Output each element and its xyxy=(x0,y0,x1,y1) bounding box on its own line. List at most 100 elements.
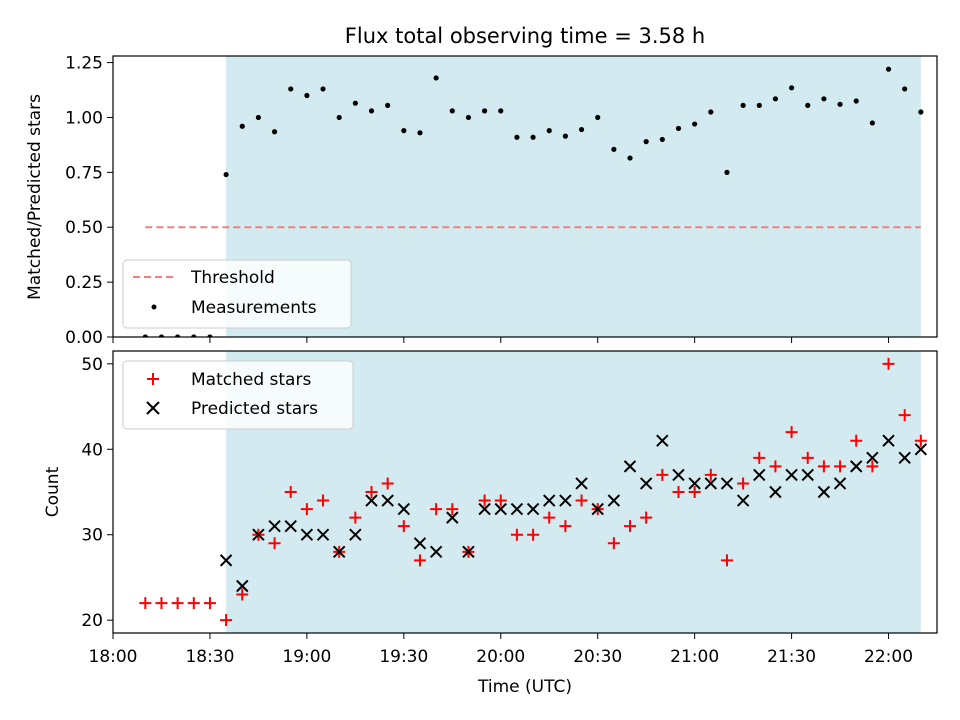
matched-star-point xyxy=(349,511,362,524)
legend-measurement-swatch xyxy=(151,304,157,310)
measurement-point xyxy=(207,334,213,337)
time-x-tick-label: 22:00 xyxy=(864,647,913,667)
predicted-star-point xyxy=(413,537,427,550)
ratio-x-ticks xyxy=(112,337,890,343)
measurement-point xyxy=(449,108,455,114)
measurement-point xyxy=(546,128,552,134)
measurement-point xyxy=(708,109,714,115)
predicted-star-point xyxy=(219,554,233,567)
matched-star-point xyxy=(494,494,507,507)
matched-star-point xyxy=(672,486,685,498)
predicted-star-point xyxy=(736,494,750,507)
predicted-star-point xyxy=(349,528,362,541)
matched-star-point xyxy=(914,434,927,447)
predicted-star-point xyxy=(607,494,621,507)
measurement-point xyxy=(562,133,568,139)
ratio-legend: Threshold Measurements xyxy=(122,259,352,329)
matched-star-point xyxy=(268,537,281,550)
matched-star-point xyxy=(527,528,540,541)
matched-star-point xyxy=(300,503,313,516)
measurement-point xyxy=(336,114,342,121)
matched-star-point xyxy=(785,426,798,439)
matched-star-point xyxy=(139,597,152,610)
measurement-point xyxy=(611,146,617,152)
ratio-plot-frame xyxy=(112,55,938,338)
measurement-point xyxy=(918,109,924,115)
predicted-star-point xyxy=(300,528,314,541)
matched-star-point xyxy=(624,520,637,533)
ratio-legend-box xyxy=(122,259,352,329)
matched-star-point xyxy=(543,511,556,524)
predicted-star-point xyxy=(720,477,734,490)
count-panel: 20 30 40 50 18:00 18:30 19:00 19:30 20:00 20:30 2… xyxy=(43,350,938,697)
measurement-point xyxy=(223,171,229,178)
matched-star-point xyxy=(397,520,410,533)
matched-star-point xyxy=(171,597,184,610)
predicted-star-point xyxy=(753,468,766,482)
measurement-point xyxy=(288,86,294,92)
matched-star-point xyxy=(898,409,911,422)
measurement-point xyxy=(239,123,245,129)
matched-star-point xyxy=(575,494,588,507)
time-x-tick-label: 20:30 xyxy=(573,647,622,667)
measurement-point xyxy=(142,334,148,337)
measurement-point xyxy=(627,155,633,161)
count-plot-frame xyxy=(112,350,938,634)
matched-star-point xyxy=(607,537,620,550)
measurement-point xyxy=(401,128,407,134)
matched-star-point xyxy=(446,503,459,516)
predicted-star-point xyxy=(381,494,394,507)
count-y-tick-label: 30 xyxy=(81,526,103,546)
count-y-tick-label: 20 xyxy=(81,611,103,631)
measurement-point xyxy=(869,120,875,126)
legend-predicted-swatch xyxy=(146,401,160,415)
predicted-star-point xyxy=(623,460,637,473)
measurement-point xyxy=(805,102,811,108)
predicted-star-point xyxy=(365,494,378,507)
measurement-point xyxy=(772,96,779,102)
matched-star-point xyxy=(834,460,847,473)
measurement-point xyxy=(158,334,165,337)
matched-star-point xyxy=(381,477,394,490)
time-x-tick-label: 19:00 xyxy=(282,647,331,667)
time-x-tick-label: 19:30 xyxy=(379,647,428,667)
measurement-point xyxy=(740,102,746,108)
measurement-point xyxy=(675,125,682,132)
matched-star-point xyxy=(737,477,750,490)
time-x-tick-label: 18:00 xyxy=(89,647,138,667)
matched-star-point xyxy=(559,520,572,533)
predicted-star-point xyxy=(478,502,491,516)
measurement-point xyxy=(885,66,892,72)
measurement-point xyxy=(788,85,795,91)
matched-star-point xyxy=(155,597,168,610)
time-x-tick-label: 20:00 xyxy=(476,647,525,667)
measurement-point xyxy=(659,136,665,143)
matched-star-point xyxy=(236,588,249,601)
ratio-y-tick-label: 0.00 xyxy=(65,328,103,348)
matched-star-point xyxy=(817,460,830,473)
ratio-panel: Flux total observing time = 3.58 h 0.000… xyxy=(25,24,938,348)
matched-star-point xyxy=(704,468,717,481)
measurement-point xyxy=(304,92,310,99)
predicted-star-point xyxy=(704,477,718,490)
measurement-point xyxy=(578,126,585,133)
predicted-star-point xyxy=(462,545,475,559)
matched-star-point xyxy=(688,486,701,498)
matched-star-point xyxy=(413,554,426,567)
time-x-label: Time (UTC) xyxy=(477,677,572,697)
measurement-point xyxy=(271,129,278,135)
matched-star-point xyxy=(882,357,895,370)
count-legend-box xyxy=(122,360,354,430)
predicted-star-point xyxy=(801,468,814,482)
ratio-y-tick-label: 0.75 xyxy=(65,163,103,183)
predicted-star-point xyxy=(526,502,540,516)
predicted-star-point xyxy=(543,494,556,507)
measurement-point xyxy=(643,139,649,145)
measurement-point xyxy=(255,114,262,121)
measurement-point xyxy=(465,114,472,121)
predicted-star-point xyxy=(559,494,572,507)
count-y-axis: 20 30 40 50 xyxy=(81,355,113,631)
ratio-y-tick-label: 1.00 xyxy=(65,108,103,128)
matched-star-point xyxy=(720,554,733,567)
legend-matched-swatch xyxy=(147,373,159,385)
